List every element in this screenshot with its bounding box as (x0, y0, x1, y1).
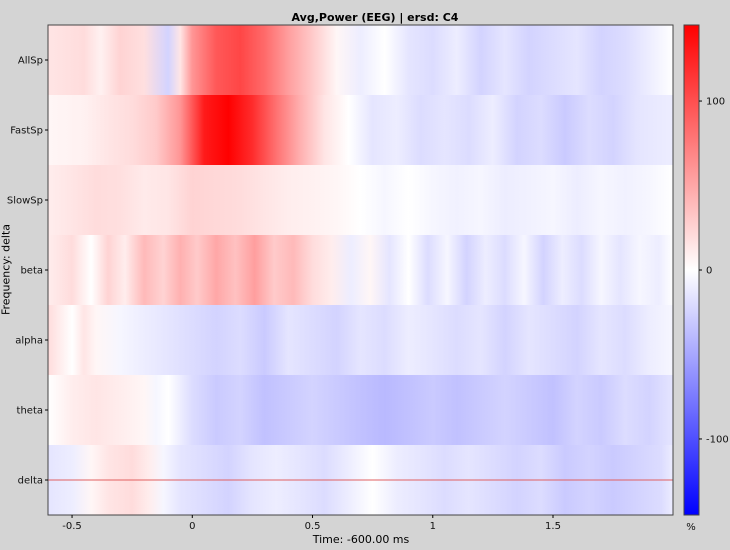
colorbar-unit: % (686, 522, 696, 533)
x-axis-label: Time: -600.00 ms (312, 533, 410, 546)
y-axis-label: Frequency: delta (0, 223, 13, 316)
colorbar: 100 0 -100 (683, 24, 729, 516)
colorbar-gradient (683, 24, 700, 516)
chart-title: Avg,Power (EEG) | ersd: C4 (292, 11, 459, 24)
row-label-slowsp: SlowSp (7, 196, 43, 207)
x-tick-label: 0.5 (305, 521, 321, 532)
row-label-fastsp: FastSp (10, 126, 43, 137)
heatmap-row-allsp (48, 25, 673, 95)
row-label-delta: delta (18, 476, 43, 487)
colorbar-tick-label: 100 (706, 97, 725, 108)
heatmap-row-alpha (48, 305, 673, 375)
row-label-beta: beta (20, 266, 43, 277)
heatmap-row-slowsp (48, 165, 673, 235)
heatmap-row-fastsp (48, 95, 673, 165)
colorbar-tick-label: -100 (706, 434, 729, 445)
y-axis: AllSp FastSp SlowSp beta alpha theta delta (7, 56, 48, 487)
x-tick-label: 1 (430, 521, 436, 532)
plot-area[interactable] (47, 24, 674, 516)
x-tick-label: -0.5 (62, 521, 82, 532)
row-label-allsp: AllSp (18, 56, 43, 67)
x-axis: -0.5 0 0.5 1 1.5 (62, 515, 561, 532)
heatmap-row-theta (48, 375, 673, 445)
row-label-theta: theta (17, 406, 43, 417)
colorbar-tick-label: 0 (706, 266, 712, 277)
row-label-alpha: alpha (15, 336, 43, 347)
heatmap-row-beta (48, 235, 673, 305)
x-tick-label: 0 (189, 521, 195, 532)
x-tick-label: 1.5 (545, 521, 561, 532)
